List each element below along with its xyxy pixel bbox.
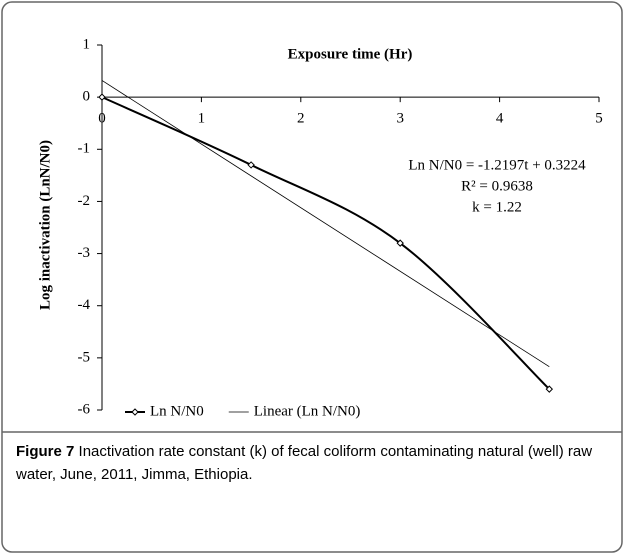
point <box>396 239 404 247</box>
x-tick-label: 4 <box>496 111 504 127</box>
y-tick-label: 1 <box>83 36 91 52</box>
y-tick-label: -6 <box>78 401 91 417</box>
y-tick-label: -4 <box>78 297 91 313</box>
x-tick-label: 0 <box>98 111 106 127</box>
series-line <box>101 96 550 390</box>
point <box>247 161 255 169</box>
annotation: k = 1.22 <box>472 199 522 215</box>
legend-label: Ln N/N0 <box>150 403 204 419</box>
point <box>98 93 106 101</box>
y-tick-label: -5 <box>78 349 91 365</box>
y-tick-label: 0 <box>83 89 91 105</box>
annotation: R² = 0.9638 <box>461 178 533 194</box>
y-axis-title: Log inactivation (LnN/N0) <box>37 140 53 310</box>
x-axis-title: Exposure time (Hr) <box>288 46 413 62</box>
caption-label: Figure 7 <box>16 443 75 460</box>
x-tick-label: 1 <box>198 111 206 127</box>
y-tick-label: -1 <box>78 141 91 157</box>
y-tick-label: -2 <box>78 193 91 209</box>
annotation: Ln N/N0 = -1.2197t + 0.3224 <box>408 157 586 173</box>
legend-label: Linear (Ln N/N0) <box>254 403 361 419</box>
caption-text: Inactivation rate constant (k) of fecal … <box>16 443 593 483</box>
x-tick-label: 2 <box>297 111 305 127</box>
y-tick-label: -3 <box>78 245 91 261</box>
x-tick-label: 3 <box>396 111 404 127</box>
point <box>545 385 554 393</box>
caption: Figure 7 Inactivation rate constant (k) … <box>16 440 606 486</box>
series-line <box>101 80 550 368</box>
x-tick-label: 5 <box>595 111 603 127</box>
legend-marker <box>131 408 139 416</box>
